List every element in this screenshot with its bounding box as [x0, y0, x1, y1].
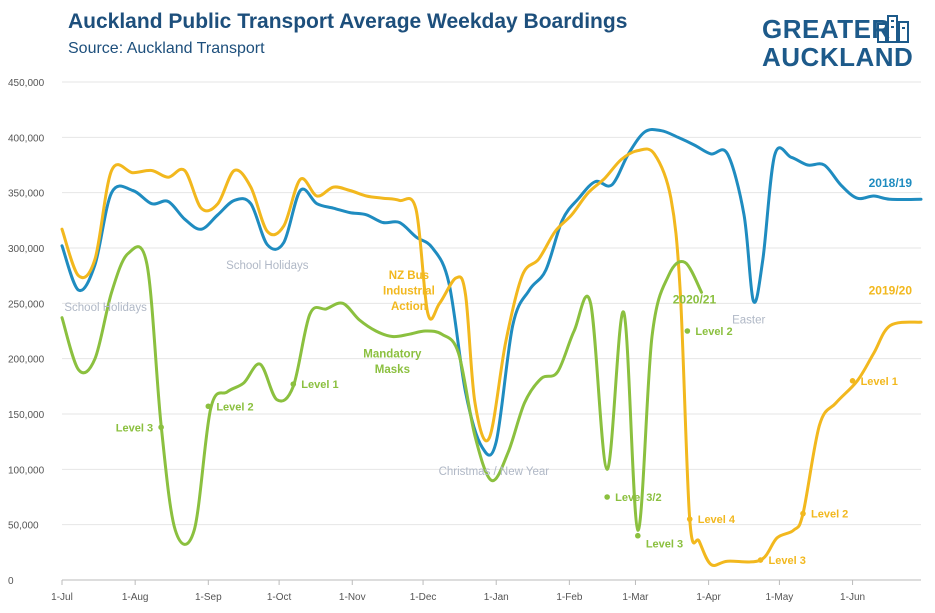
logo-line-2: AUCKLAND	[762, 42, 914, 72]
x-tick-label: 1-Nov	[339, 592, 366, 603]
series-label: 2020/21	[673, 292, 717, 306]
level-marker-label: Level 4	[698, 514, 736, 526]
greater-auckland-logo[interactable]: GREATER AUCKLAND	[762, 12, 922, 70]
x-tick-label: 1-Feb	[556, 592, 583, 603]
chart-annotation: NZ Bus	[389, 270, 429, 282]
level-marker-dot	[158, 424, 164, 431]
x-tick-label: 1-Jul	[51, 592, 73, 603]
level-marker-label: Level 1	[861, 376, 898, 388]
chart-annotation: Action	[391, 301, 427, 313]
x-tick-label: 1-Jan	[484, 592, 509, 603]
level-marker-dot	[757, 557, 764, 563]
y-tick-label: 100,000	[8, 465, 45, 476]
x-tick-label: 1-Jun	[840, 592, 865, 603]
x-tick-label: 1-Apr	[696, 592, 721, 603]
chart-annotation: Easter	[732, 314, 765, 326]
x-tick-label: 1-May	[766, 592, 794, 603]
level-marker-dot	[205, 403, 212, 410]
chart-subtitle: Source: Auckland Transport	[68, 40, 265, 57]
chart-annotation: Mandatory	[363, 349, 422, 361]
level-marker-label: Level 1	[301, 379, 338, 391]
level-marker-dot	[604, 494, 610, 500]
series-line-2020-21	[60, 245, 703, 546]
level-marker-label: Level 3	[116, 422, 153, 434]
series-label: 2019/20	[869, 283, 913, 297]
chart-annotation: School Holidays	[226, 260, 309, 272]
chart-annotation: Masks	[375, 364, 410, 376]
level-marker-dot	[800, 510, 806, 517]
y-tick-label: 450,000	[8, 78, 45, 89]
level-marker-label: Level 3	[769, 555, 806, 567]
level-marker-dot	[635, 532, 641, 539]
y-tick-label: 350,000	[8, 189, 45, 200]
chart-title: Auckland Public Transport Average Weekda…	[68, 10, 628, 33]
level-marker-label: Level 2	[811, 509, 848, 521]
logo-line-1: GREATER	[762, 14, 891, 44]
x-tick-label: 1-Sep	[195, 592, 222, 603]
level-marker-dot	[849, 378, 856, 384]
level-marker-label: Level 3/2	[615, 492, 661, 504]
level-marker-label: Level 3	[646, 539, 683, 551]
city-buildings-icon	[877, 15, 909, 43]
x-tick-label: 1-Dec	[410, 592, 437, 603]
x-tick-label: 1-Mar	[622, 592, 649, 603]
level-marker-label: Level 2	[695, 326, 732, 338]
series-line-2019-20	[60, 147, 923, 567]
y-tick-label: 400,000	[8, 133, 45, 144]
chart-annotation: Christmas / New Year	[439, 466, 550, 478]
x-tick-label: 1-Aug	[122, 592, 149, 603]
level-marker-label: Level 2	[216, 401, 253, 413]
series-label: 2018/19	[869, 176, 913, 190]
y-tick-label: 250,000	[8, 299, 45, 310]
x-tick-label: 1-Oct	[267, 592, 292, 603]
level-marker-dot	[686, 516, 693, 522]
y-tick-label: 200,000	[8, 355, 45, 366]
series-line-2018-19	[60, 127, 923, 457]
level-marker-dot	[290, 381, 297, 387]
chart-annotation: School Holidays	[64, 302, 147, 314]
level-marker-dot	[684, 328, 691, 334]
y-tick-label: 0	[8, 576, 14, 587]
chart-annotation: Industrial	[383, 285, 435, 297]
y-tick-label: 50,000	[8, 521, 39, 532]
y-tick-label: 150,000	[8, 410, 45, 421]
y-tick-label: 300,000	[8, 244, 45, 255]
